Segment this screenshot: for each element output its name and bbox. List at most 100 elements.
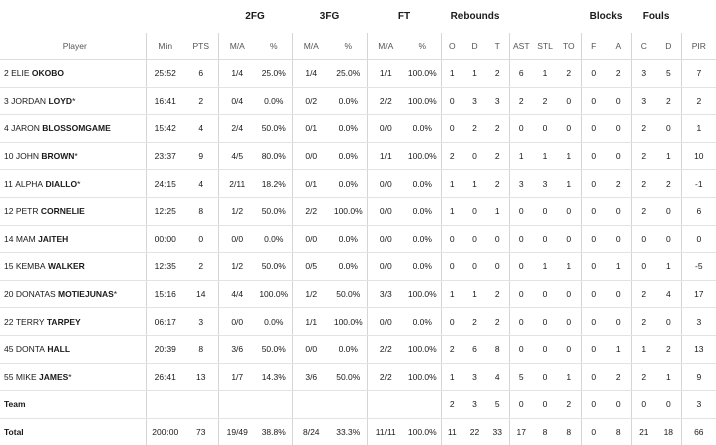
player-number: 2	[4, 68, 9, 78]
stat-2fg-pct: 100.0%	[256, 280, 292, 308]
col-header-foul-d[interactable]: D	[656, 33, 681, 60]
col-header-min[interactable]: Min	[146, 33, 184, 60]
stat-pts: 14	[184, 280, 218, 308]
stat-2fg-pct: 14.3%	[256, 363, 292, 391]
player-name[interactable]: 3 JORDAN LOYD*	[0, 87, 146, 115]
stat-foul-c: 2	[631, 142, 656, 170]
stat-min: 200:00	[146, 418, 184, 445]
col-header-ft-pct[interactable]: %	[404, 33, 441, 60]
col-header-to[interactable]: TO	[557, 33, 581, 60]
player-name[interactable]: 12 PETR CORNELIE	[0, 197, 146, 225]
stat-min: 24:15	[146, 170, 184, 198]
stat-pir: 1	[681, 115, 716, 143]
stat-reb-o: 1	[441, 280, 463, 308]
stat-2fg-pct: 50.0%	[256, 197, 292, 225]
stat-foul-d: 0	[656, 115, 681, 143]
col-header-ft-ma[interactable]: M/A	[367, 33, 404, 60]
stat-pir: 3	[681, 391, 716, 419]
stat-foul-c: 2	[631, 170, 656, 198]
col-header-reb-d[interactable]: D	[463, 33, 486, 60]
stat-2fg-ma: 0/0	[218, 308, 256, 336]
stat-blk-a: 1	[606, 335, 631, 363]
col-header-3fg-pct[interactable]: %	[330, 33, 367, 60]
player-name[interactable]: 11 ALPHA DIALLO*	[0, 170, 146, 198]
col-header-2fg-pct[interactable]: %	[256, 33, 292, 60]
player-first-name: TERRY	[16, 317, 45, 327]
stat-blk-a: 0	[606, 197, 631, 225]
col-header-stl[interactable]: STL	[533, 33, 557, 60]
stat-reb-t: 1	[486, 197, 509, 225]
stat-blk-f: 0	[581, 170, 606, 198]
stat-2fg-pct: 0.0%	[256, 87, 292, 115]
stat-2fg-ma: 1/2	[218, 253, 256, 281]
stat-3fg-ma: 0/1	[292, 170, 330, 198]
stat-reb-d: 0	[463, 197, 486, 225]
stat-blk-f: 0	[581, 115, 606, 143]
group-fouls: Fouls	[631, 0, 681, 33]
col-header-reb-o[interactable]: O	[441, 33, 463, 60]
stat-blk-a: 0	[606, 115, 631, 143]
col-header-ast[interactable]: AST	[509, 33, 533, 60]
stat-min: 12:25	[146, 197, 184, 225]
col-header-reb-t[interactable]: T	[486, 33, 509, 60]
stat-pir: 3	[681, 308, 716, 336]
stat-reb-d: 1	[463, 170, 486, 198]
stat-blk-f: 0	[581, 391, 606, 419]
player-name[interactable]: 15 KEMBA WALKER	[0, 253, 146, 281]
stat-min: 15:42	[146, 115, 184, 143]
player-first-name: JORDAN	[11, 96, 46, 106]
stat-foul-d: 2	[656, 335, 681, 363]
col-header-pts[interactable]: PTS	[184, 33, 218, 60]
stat-foul-c: 1	[631, 335, 656, 363]
player-name[interactable]: 22 TERRY TARPEY	[0, 308, 146, 336]
col-header-foul-c[interactable]: C	[631, 33, 656, 60]
stat-reb-t: 0	[486, 225, 509, 253]
col-header-3fg-ma[interactable]: M/A	[292, 33, 330, 60]
player-name[interactable]: 10 JOHN BROWN*	[0, 142, 146, 170]
player-name[interactable]: 14 MAM JAITEH	[0, 225, 146, 253]
player-name[interactable]: 4 JARON BLOSSOMGAME	[0, 115, 146, 143]
stat-blk-a: 0	[606, 308, 631, 336]
stat-foul-d: 1	[656, 363, 681, 391]
starter-marker: *	[68, 372, 71, 382]
col-header-player[interactable]: Player	[0, 33, 146, 60]
player-name[interactable]: 55 MIKE JAMES*	[0, 363, 146, 391]
player-number: 15	[4, 261, 13, 271]
stat-pir: 7	[681, 60, 716, 88]
stat-reb-t: 2	[486, 60, 509, 88]
player-number: 4	[4, 123, 9, 133]
player-number: 10	[4, 151, 13, 161]
stat-foul-d: 2	[656, 170, 681, 198]
col-header-blk-f[interactable]: F	[581, 33, 606, 60]
stat-to: 1	[557, 142, 581, 170]
player-first-name: DONATAS	[16, 289, 56, 299]
stat-reb-t: 0	[486, 253, 509, 281]
stat-2fg-ma: 19/49	[218, 418, 256, 445]
stat-reb-t: 33	[486, 418, 509, 445]
stat-stl: 0	[533, 115, 557, 143]
stat-3fg-ma: 0/2	[292, 87, 330, 115]
player-name[interactable]: 2 ELIE OKOBO	[0, 60, 146, 88]
player-name[interactable]: 20 DONATAS MOTIEJUNAS*	[0, 280, 146, 308]
stat-blk-a: 8	[606, 418, 631, 445]
stat-2fg-ma: 3/6	[218, 335, 256, 363]
player-first-name: DONTA	[16, 344, 45, 354]
player-number: 20	[4, 289, 13, 299]
stat-2fg-ma: 1/2	[218, 197, 256, 225]
stat-reb-d: 0	[463, 253, 486, 281]
player-last-name: HALL	[47, 344, 70, 354]
col-header-2fg-ma[interactable]: M/A	[218, 33, 256, 60]
stat-reb-d: 6	[463, 335, 486, 363]
player-last-name: JAMES	[39, 372, 68, 382]
col-header-blk-a[interactable]: A	[606, 33, 631, 60]
stat-ast: 1	[509, 142, 533, 170]
player-last-name: DIALLO	[45, 179, 77, 189]
player-name[interactable]: 45 DONTA HALL	[0, 335, 146, 363]
col-header-pir[interactable]: PIR	[681, 33, 716, 60]
stat-stl: 1	[533, 253, 557, 281]
